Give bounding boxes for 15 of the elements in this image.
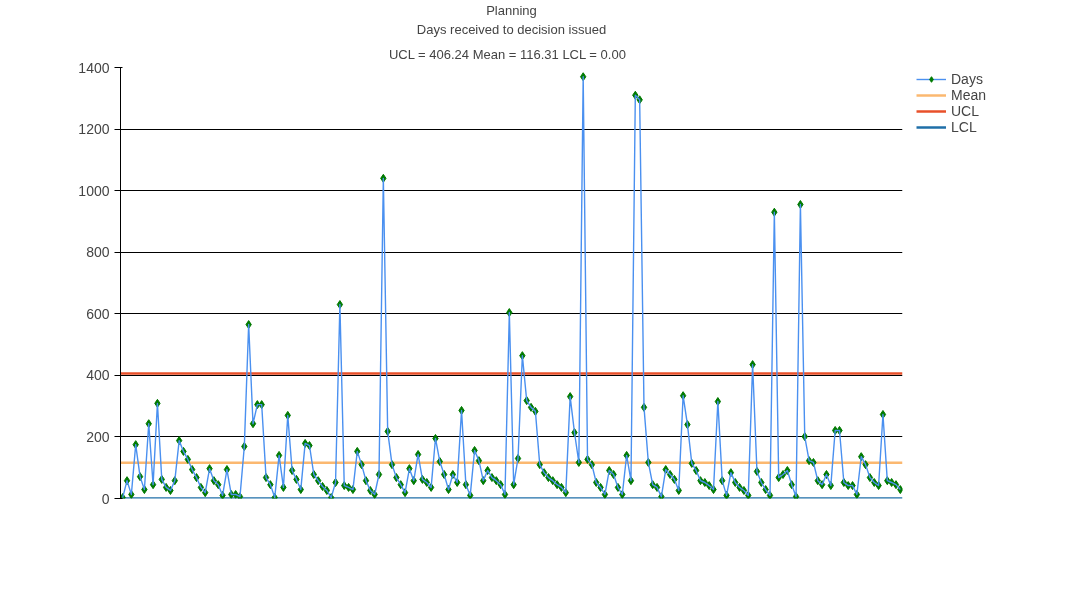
chart-subtitle: Days received to decision issued bbox=[416, 21, 607, 37]
y-tick-label: 1400 bbox=[78, 59, 110, 76]
y-tick-label: 1000 bbox=[78, 182, 110, 199]
legend-label: Mean bbox=[951, 87, 987, 103]
y-tick-label: 600 bbox=[86, 305, 110, 322]
y-tick-label: 400 bbox=[86, 367, 110, 384]
chart-title: Planning bbox=[486, 2, 537, 18]
y-tick-label: 800 bbox=[86, 244, 110, 261]
text: UCL = 406.24 Mean = 116.31 LCL = 0.00 bbox=[388, 46, 626, 62]
y-tick-label: 0 bbox=[101, 490, 110, 507]
y-tick-label: 1200 bbox=[78, 121, 110, 138]
legend-label: LCL bbox=[951, 119, 977, 135]
y-tick-label: 200 bbox=[86, 428, 110, 445]
legend-label: Days bbox=[951, 71, 983, 87]
legend-label: UCL bbox=[951, 103, 980, 119]
